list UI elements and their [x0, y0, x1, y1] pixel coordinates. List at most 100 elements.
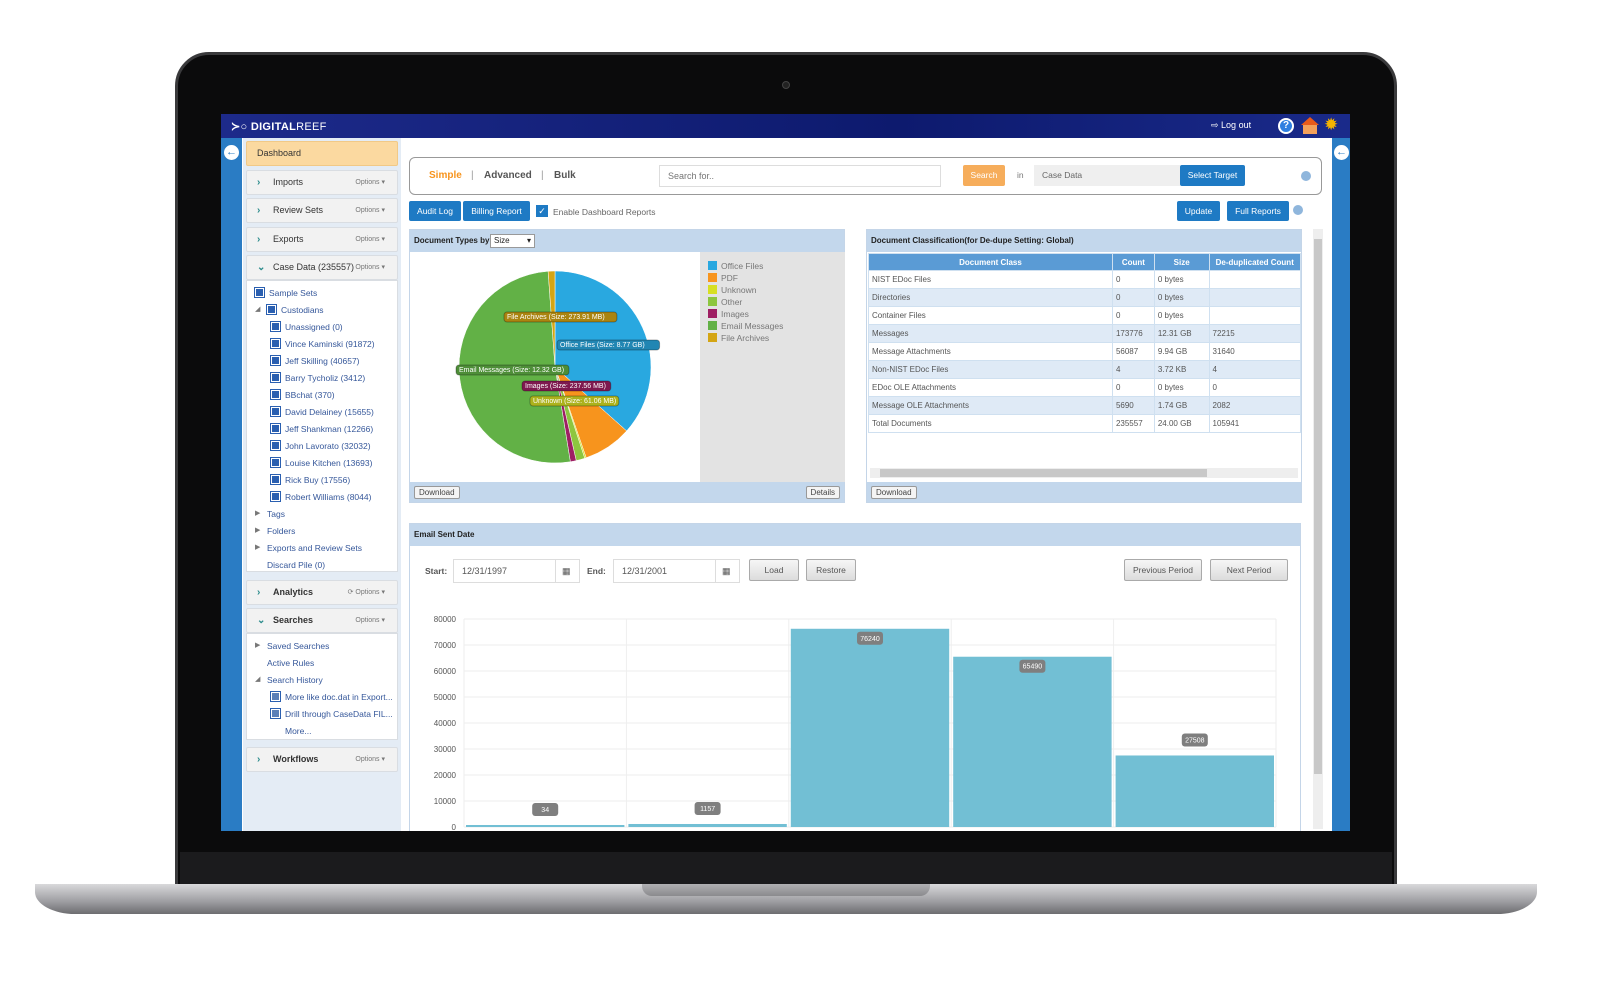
billing-report-button[interactable]: Billing Report: [463, 201, 530, 221]
select-target-button[interactable]: Select Target: [1180, 165, 1245, 186]
column-header[interactable]: De-duplicated Count: [1208, 253, 1301, 271]
collapse-right-icon[interactable]: ←: [1334, 145, 1349, 160]
tree-item[interactable]: More like doc.dat in Export...: [270, 690, 393, 704]
tab-bulk[interactable]: Bulk: [554, 170, 576, 181]
sidebar-item-workflows[interactable]: › Workflows Options ▾: [246, 747, 398, 772]
legend-item[interactable]: PDF: [708, 272, 845, 284]
tree-item[interactable]: ▶ Folders: [255, 526, 296, 536]
bar-2000[interactable]: [790, 628, 950, 827]
sidebar-item-imports[interactable]: › Imports Options ▾: [246, 170, 398, 195]
restore-button[interactable]: Restore: [806, 559, 856, 581]
sidebar-item-exports[interactable]: › Exports Options ▾: [246, 227, 398, 252]
horizontal-scrollbar[interactable]: [870, 468, 1298, 478]
start-date-input[interactable]: 12/31/1997: [453, 559, 556, 583]
size-select[interactable]: Size ▾: [490, 234, 535, 248]
details-button[interactable]: Details: [805, 486, 840, 499]
tree-item[interactable]: Jeff Skilling (40657): [270, 354, 360, 368]
tree-item[interactable]: Rick Buy (17556): [270, 473, 350, 487]
expand-icon[interactable]: ▶: [255, 510, 261, 517]
audit-log-button[interactable]: Audit Log: [409, 201, 461, 221]
column-header[interactable]: Size: [1153, 253, 1210, 271]
calendar-icon[interactable]: ▦: [555, 559, 580, 583]
bar-1999[interactable]: [628, 823, 787, 827]
sidebar-item-searches[interactable]: ⌄ Searches Options ▾: [246, 608, 398, 633]
logout-link[interactable]: ⇨ Log out: [1211, 120, 1252, 130]
expand-icon[interactable]: ▶: [255, 527, 261, 534]
help-icon[interactable]: ?: [1278, 118, 1294, 134]
tree-item[interactable]: Robert Williams (8044): [270, 490, 371, 504]
legend-item[interactable]: Images: [708, 308, 845, 320]
bar-2002[interactable]: [1115, 755, 1274, 827]
legend-item[interactable]: Other: [708, 296, 845, 308]
tree-item[interactable]: Unassigned (0): [270, 320, 343, 334]
full-reports-button[interactable]: Full Reports: [1227, 201, 1289, 221]
custodian-icon: [270, 338, 281, 349]
calendar-icon[interactable]: ▦: [715, 559, 740, 583]
options-dropdown[interactable]: Options ▾: [355, 179, 385, 186]
end-date-input[interactable]: 12/31/2001: [613, 559, 716, 583]
options-dropdown[interactable]: Options ▾: [355, 264, 385, 271]
download-button[interactable]: Download: [414, 486, 460, 499]
tree-item[interactable]: David Delainey (15655): [270, 405, 374, 419]
expand-icon[interactable]: ◢: [255, 306, 261, 313]
home-icon[interactable]: [1301, 117, 1319, 125]
sidebar-item-dashboard[interactable]: Dashboard: [246, 141, 398, 166]
tree-item[interactable]: ▶ Saved Searches: [255, 641, 330, 651]
expand-icon[interactable]: ▶: [255, 544, 261, 551]
options-dropdown[interactable]: Options ▾: [355, 756, 385, 763]
target-field[interactable]: Case Data: [1034, 165, 1180, 186]
collapse-left-icon[interactable]: ←: [224, 145, 239, 160]
tree-item[interactable]: John Lavorato (32032): [270, 439, 371, 453]
next-period-button[interactable]: Next Period: [1210, 559, 1288, 581]
enable-reports-checkbox[interactable]: ✓: [536, 205, 548, 217]
search-input[interactable]: [659, 165, 941, 187]
tree-item[interactable]: Barry Tycholiz (3412): [270, 371, 365, 385]
bar-1998[interactable]: [466, 825, 625, 827]
tree-item[interactable]: ◢ Custodians: [255, 304, 324, 315]
tab-simple[interactable]: Simple: [429, 170, 462, 181]
load-button[interactable]: Load: [749, 559, 799, 581]
expand-icon[interactable]: ▶: [255, 642, 261, 649]
help-icon[interactable]: [1301, 171, 1311, 181]
legend-item[interactable]: Email Messages: [708, 320, 845, 332]
tree-item[interactable]: Drill through CaseData FIL...: [270, 707, 393, 721]
scrollbar-thumb[interactable]: [880, 469, 1207, 477]
legend-item[interactable]: File Archives: [708, 332, 845, 344]
tree-item[interactable]: Jeff Shankman (12266): [270, 422, 373, 436]
tree-item[interactable]: Discard Pile (0): [267, 560, 326, 570]
bar-2001[interactable]: [953, 656, 1112, 827]
legend-item[interactable]: Unknown: [708, 284, 845, 296]
legend-swatch: [708, 297, 717, 306]
tab-advanced[interactable]: Advanced: [484, 170, 532, 181]
update-button[interactable]: Update: [1177, 201, 1220, 221]
column-header[interactable]: Count: [1111, 253, 1155, 271]
options-dropdown[interactable]: Options ▾: [355, 617, 385, 624]
previous-period-button[interactable]: Previous Period: [1124, 559, 1202, 581]
tree-item[interactable]: More...: [285, 726, 312, 736]
column-header[interactable]: Document Class: [868, 253, 1113, 271]
search-button[interactable]: Search: [963, 165, 1005, 186]
pie-slice-office-files[interactable]: [554, 270, 652, 432]
tree-item[interactable]: Active Rules: [267, 658, 315, 668]
sidebar-item-case-data[interactable]: ⌄ Case Data (235557) Options ▾: [246, 255, 398, 280]
options-dropdown[interactable]: Options ▾: [355, 236, 385, 243]
vertical-scrollbar[interactable]: [1313, 229, 1323, 829]
legend-item[interactable]: Office Files: [708, 260, 845, 272]
tree-item[interactable]: Vince Kaminski (91872): [270, 337, 375, 351]
sidebar-item-analytics[interactable]: › Analytics ⟳ Options ▾: [246, 580, 398, 605]
tree-item[interactable]: Sample Sets: [254, 286, 317, 300]
options-dropdown[interactable]: ⟳ Options ▾: [347, 589, 385, 596]
options-dropdown[interactable]: Options ▾: [355, 207, 385, 214]
refresh-icon[interactable]: ⟳: [347, 589, 356, 596]
tree-item[interactable]: ▶ Exports and Review Sets: [255, 543, 362, 553]
tree-item[interactable]: Louise Kitchen (13693): [270, 456, 372, 470]
help-icon[interactable]: [1293, 205, 1303, 215]
scrollbar-thumb[interactable]: [1314, 239, 1322, 774]
download-button[interactable]: Download: [871, 486, 917, 499]
collapse-icon[interactable]: ◢: [255, 676, 261, 683]
sidebar-item-review-sets[interactable]: › Review Sets Options ▾: [246, 198, 398, 223]
tree-item[interactable]: ◢ Search History: [255, 675, 323, 685]
gear-icon[interactable]: ✹: [1324, 115, 1339, 134]
tree-item[interactable]: BBchat (370): [270, 388, 335, 402]
tree-item[interactable]: ▶ Tags: [255, 509, 285, 519]
